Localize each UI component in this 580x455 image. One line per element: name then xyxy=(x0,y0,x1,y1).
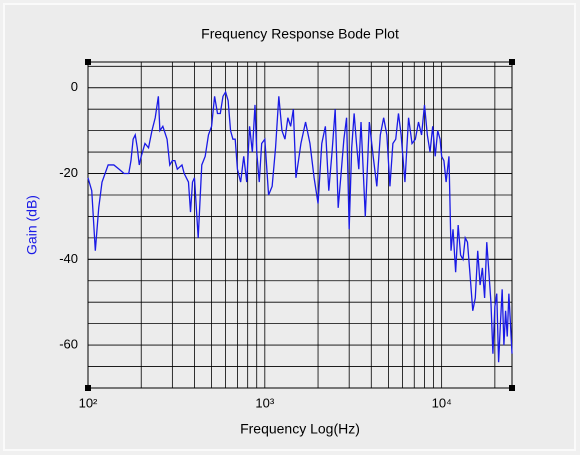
y-tick-label: -60 xyxy=(59,337,78,352)
chart-frame xyxy=(3,3,576,451)
plot-border xyxy=(87,61,513,389)
x-axis-label: Frequency Log(Hz) xyxy=(240,421,360,437)
plot xyxy=(87,90,513,363)
data-line xyxy=(87,90,513,363)
corner-marker xyxy=(85,385,91,391)
y-tick-label: -40 xyxy=(59,251,78,266)
corner-marker xyxy=(85,59,91,65)
y-tick-label: -20 xyxy=(59,165,78,180)
x-tick-label: 10³ xyxy=(255,395,274,410)
x-tick-label: 10⁴ xyxy=(432,395,452,410)
corner-marker xyxy=(509,59,515,65)
corner-marker xyxy=(509,385,515,391)
x-tick-label: 10² xyxy=(79,395,98,410)
chart-title: Frequency Response Bode Plot xyxy=(201,26,399,42)
y-axis-label: Gain (dB) xyxy=(24,195,40,255)
y-tick-label: 0 xyxy=(71,79,78,94)
